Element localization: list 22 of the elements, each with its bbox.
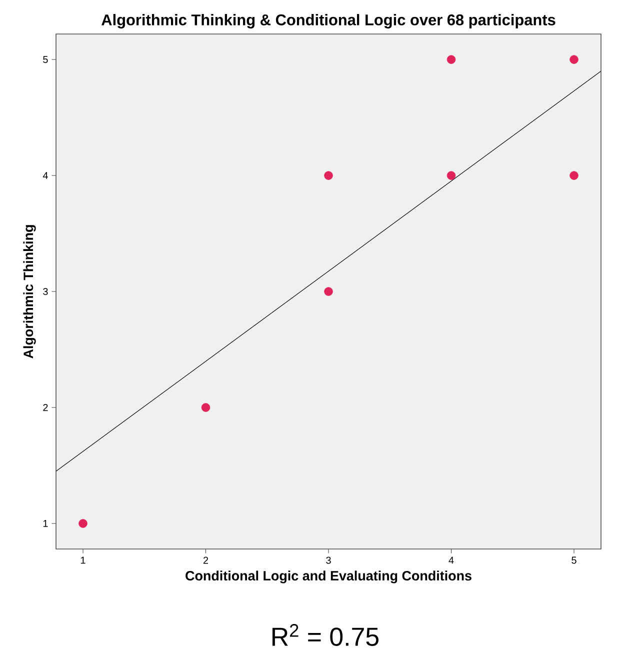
x-tick-label: 3 <box>326 556 331 564</box>
x-tick-label: 4 <box>448 556 454 564</box>
point <box>446 171 456 180</box>
y-tick-label: 5 <box>43 56 48 63</box>
chart-title: Algorithmic Thinking & Conditional Logic over 68 participants <box>102 14 556 28</box>
y-axis-title: Algorithmic Thinking <box>23 225 36 358</box>
text: R$^{2}$ = 0.75 <box>272 624 378 646</box>
y-tick-label: 3 <box>43 288 48 296</box>
y-tick-label: 2 <box>43 404 48 411</box>
x-tick-label: 5 <box>572 556 576 564</box>
point <box>446 55 456 64</box>
point <box>570 171 578 180</box>
x-tick-label: 2 <box>203 556 208 564</box>
point <box>78 519 88 528</box>
y-tick-label: 1 <box>43 520 48 527</box>
point <box>201 403 210 412</box>
point <box>324 171 333 180</box>
y-tick-label: 4 <box>42 172 48 179</box>
x-tick-label: 1 <box>81 556 86 564</box>
point <box>570 55 578 64</box>
point <box>324 287 333 296</box>
x-axis-title: Conditional Logic and Evaluating Conditions <box>186 570 472 584</box>
